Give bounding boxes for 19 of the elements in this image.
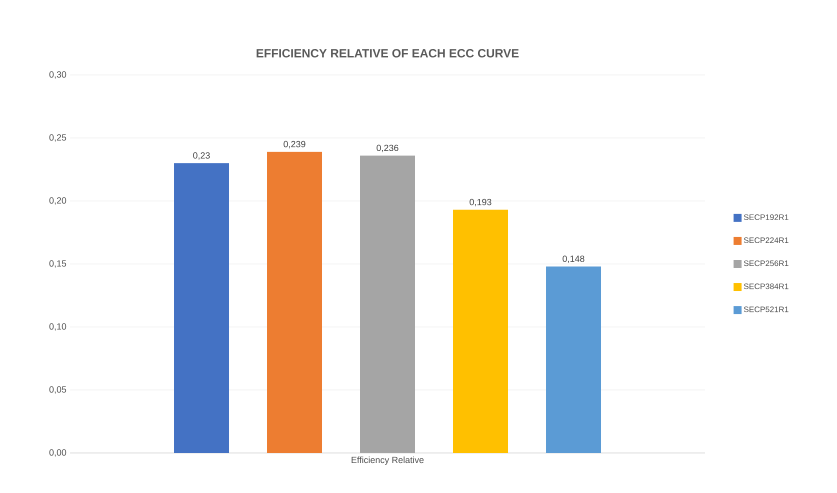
- y-tick-label: 0,25: [49, 134, 66, 142]
- bar: [267, 152, 322, 453]
- bar: [453, 210, 508, 453]
- y-tick-label: 0,15: [49, 260, 66, 268]
- y-tick-label: 0,20: [49, 197, 66, 205]
- bar: [546, 266, 602, 453]
- y-tick-label: 0,00: [49, 449, 66, 457]
- chart-title: EFFICIENCY RELATIVE OF EACH ECC CURVE: [256, 49, 519, 58]
- x-tick-label: Efficiency Relative: [352, 456, 424, 465]
- data-label: 0,23: [193, 152, 210, 160]
- data-label: 0,236: [376, 144, 398, 152]
- data-label: 0,239: [284, 140, 306, 148]
- y-tick-label: 0,30: [49, 71, 66, 79]
- y-tick-label: 0,10: [49, 323, 66, 331]
- y-tick-label: 0,05: [49, 386, 66, 394]
- bar: [360, 156, 416, 453]
- bar: [174, 163, 230, 453]
- data-label: 0,148: [562, 256, 584, 263]
- data-label: 0,193: [470, 198, 492, 206]
